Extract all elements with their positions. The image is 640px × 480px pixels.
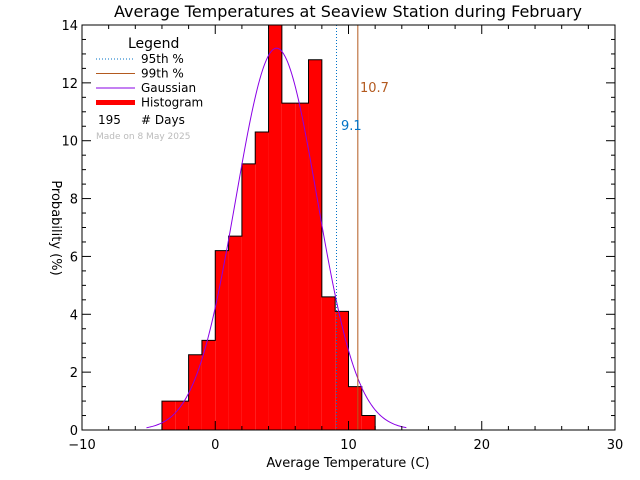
legend-title: Legend — [128, 36, 179, 52]
histogram-outline — [161, 24, 376, 430]
histogram-bar — [321, 296, 336, 430]
histogram-bar — [188, 354, 202, 430]
y-tick-label: 8 — [70, 193, 78, 208]
legend-label-p99: 99th % — [141, 67, 184, 81]
y-tick-label: 4 — [70, 308, 78, 323]
x-tick-label: 10 — [340, 438, 357, 453]
legend-label-gaussian: Gaussian — [141, 81, 196, 95]
y-tick-label: 14 — [61, 19, 78, 34]
histogram-bar — [228, 236, 242, 430]
gaussian-curve — [146, 47, 407, 429]
histogram-bar — [281, 103, 296, 430]
legend-days-label: # Days — [141, 113, 185, 127]
histogram-bar — [295, 103, 309, 430]
histogram-bar — [255, 132, 269, 431]
y-tick-label: 0 — [70, 424, 78, 439]
y-tick-label: 2 — [70, 366, 78, 381]
histogram-bar — [161, 401, 176, 430]
legend-label-p95: 95th % — [141, 52, 184, 66]
y-tick-label: 10 — [61, 135, 78, 150]
histogram-bar — [361, 415, 376, 430]
histogram-bar — [215, 250, 229, 430]
y-axis-label: Probability (%) — [48, 180, 63, 275]
histogram-bar — [348, 386, 362, 430]
x-tick-label: 20 — [473, 438, 490, 453]
histogram-bar — [268, 25, 282, 430]
x-tick-label: 0 — [211, 438, 219, 453]
y-tick-label: 12 — [61, 77, 78, 92]
p95-value-label: 9.1 — [341, 119, 362, 134]
chart-title: Average Temperatures at Seaview Station … — [114, 2, 582, 21]
plot-layer — [146, 24, 407, 431]
histogram-bar — [241, 163, 256, 430]
histogram-bar — [201, 340, 216, 430]
x-axis-label: Average Temperature (C) — [266, 456, 429, 471]
x-tick-label: −10 — [68, 438, 95, 453]
histogram-bar — [308, 59, 322, 430]
legend-days-count: 195 — [98, 113, 121, 127]
histogram-bar — [335, 311, 349, 430]
x-tick-label: 30 — [607, 438, 624, 453]
made-on-note: Made on 8 May 2025 — [96, 132, 190, 142]
legend-label-histogram: Histogram — [141, 96, 203, 110]
y-tick-label: 6 — [70, 250, 78, 265]
p99-value-label: 10.7 — [360, 81, 389, 96]
